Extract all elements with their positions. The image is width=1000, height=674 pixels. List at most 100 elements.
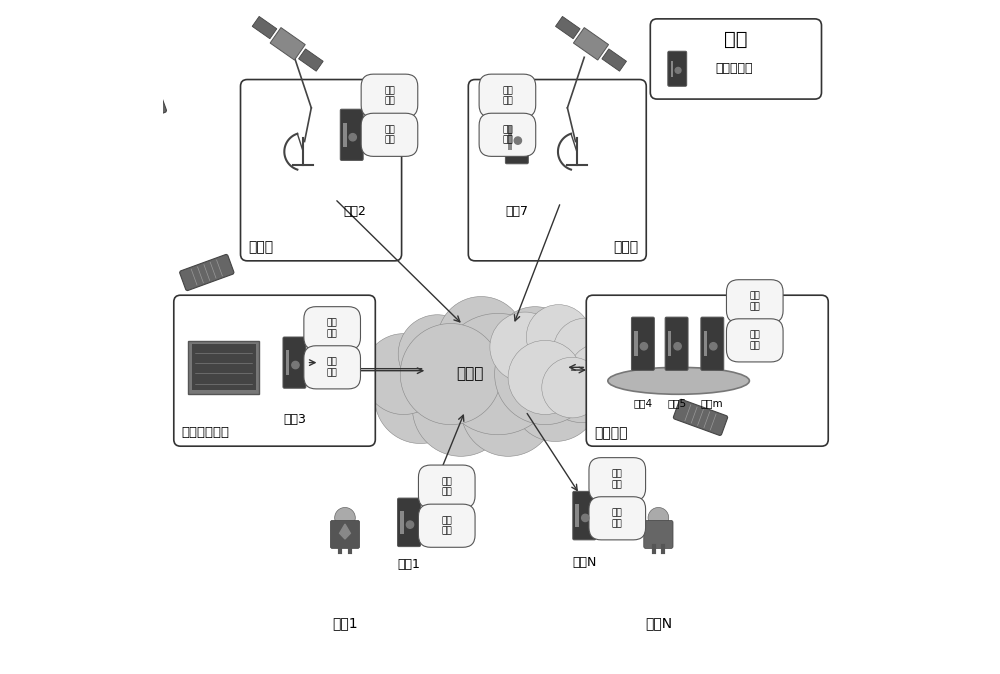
Circle shape [674,342,681,350]
Circle shape [375,352,466,443]
FancyBboxPatch shape [575,504,579,527]
FancyBboxPatch shape [398,498,420,547]
FancyBboxPatch shape [555,16,580,38]
Polygon shape [340,524,350,539]
Circle shape [648,508,669,528]
Circle shape [569,344,629,404]
FancyBboxPatch shape [180,254,234,290]
FancyBboxPatch shape [174,295,375,446]
Text: 数据
区块: 数据 区块 [502,86,513,105]
Text: 图例: 图例 [724,30,748,49]
FancyBboxPatch shape [508,126,512,150]
FancyBboxPatch shape [112,92,166,129]
Circle shape [640,342,648,350]
Text: 交易
区块: 交易 区块 [749,331,760,350]
Circle shape [363,334,444,415]
Circle shape [412,359,509,456]
FancyBboxPatch shape [241,80,402,261]
FancyBboxPatch shape [304,346,360,389]
FancyBboxPatch shape [589,458,646,501]
FancyBboxPatch shape [650,19,821,99]
FancyBboxPatch shape [726,319,783,362]
FancyBboxPatch shape [701,317,724,371]
Circle shape [675,67,681,73]
Text: 节点3: 节点3 [283,412,306,426]
Text: 交易
区块: 交易 区块 [502,125,513,144]
FancyBboxPatch shape [631,317,654,371]
FancyBboxPatch shape [283,337,306,388]
FancyBboxPatch shape [418,504,475,547]
Text: 数据
区块: 数据 区块 [384,86,395,105]
Text: 用户N: 用户N [645,617,672,630]
FancyBboxPatch shape [479,74,536,117]
Text: 交易
区块: 交易 区块 [384,125,395,144]
FancyBboxPatch shape [726,280,783,323]
Text: 交易
区块: 交易 区块 [612,509,623,528]
Circle shape [540,339,624,423]
Circle shape [406,521,414,528]
Circle shape [508,340,582,415]
Circle shape [553,318,618,383]
FancyBboxPatch shape [468,80,646,261]
FancyBboxPatch shape [304,307,360,350]
FancyBboxPatch shape [400,511,404,534]
FancyBboxPatch shape [479,113,536,156]
Circle shape [526,305,591,369]
Text: 节点1: 节点1 [398,557,420,571]
FancyBboxPatch shape [340,109,363,160]
Text: 节点4: 节点4 [633,398,652,408]
FancyBboxPatch shape [634,331,638,357]
FancyBboxPatch shape [192,344,256,390]
Circle shape [490,312,560,382]
FancyBboxPatch shape [188,341,259,394]
Text: 数据
区块: 数据 区块 [441,477,452,496]
Text: 节点5: 节点5 [667,398,686,408]
Text: 用户1: 用户1 [332,617,358,630]
Text: 交易
区块: 交易 区块 [327,358,338,377]
Text: 数据
区块: 数据 区块 [749,292,760,311]
Circle shape [437,313,559,435]
FancyBboxPatch shape [704,331,707,357]
Text: 交易
区块: 交易 区块 [441,516,452,535]
FancyBboxPatch shape [673,399,728,435]
Text: 交易平台: 交易平台 [594,426,628,439]
Text: 数据
区块: 数据 区块 [327,319,338,338]
Ellipse shape [608,367,749,394]
FancyBboxPatch shape [573,491,596,540]
FancyBboxPatch shape [361,113,418,156]
Text: 测控站: 测控站 [613,241,638,254]
Circle shape [542,357,602,418]
FancyBboxPatch shape [505,113,528,164]
Circle shape [437,297,525,384]
Circle shape [710,342,717,350]
FancyBboxPatch shape [330,520,360,549]
Text: 节点7: 节点7 [505,205,528,218]
FancyBboxPatch shape [343,123,347,147]
FancyBboxPatch shape [602,49,626,71]
Text: 广域网: 广域网 [456,367,483,381]
Circle shape [535,324,609,398]
Circle shape [349,133,356,141]
FancyBboxPatch shape [252,16,277,38]
Text: 节点m: 节点m [701,398,724,408]
Circle shape [582,514,589,522]
Circle shape [495,324,596,425]
FancyBboxPatch shape [589,497,646,540]
FancyBboxPatch shape [644,520,673,549]
Text: 区块链节点: 区块链节点 [716,62,753,75]
FancyBboxPatch shape [586,295,828,446]
Circle shape [398,315,476,393]
Text: 数据
区块: 数据 区块 [612,470,623,489]
Circle shape [461,362,555,456]
Circle shape [495,307,575,388]
Circle shape [514,137,522,144]
Text: 节点2: 节点2 [344,205,367,218]
FancyBboxPatch shape [299,49,323,71]
FancyBboxPatch shape [665,317,688,371]
Text: 测控站: 测控站 [249,241,274,254]
Circle shape [335,508,355,528]
Circle shape [292,361,299,369]
FancyBboxPatch shape [668,331,671,357]
FancyBboxPatch shape [668,51,687,86]
Circle shape [511,354,599,441]
